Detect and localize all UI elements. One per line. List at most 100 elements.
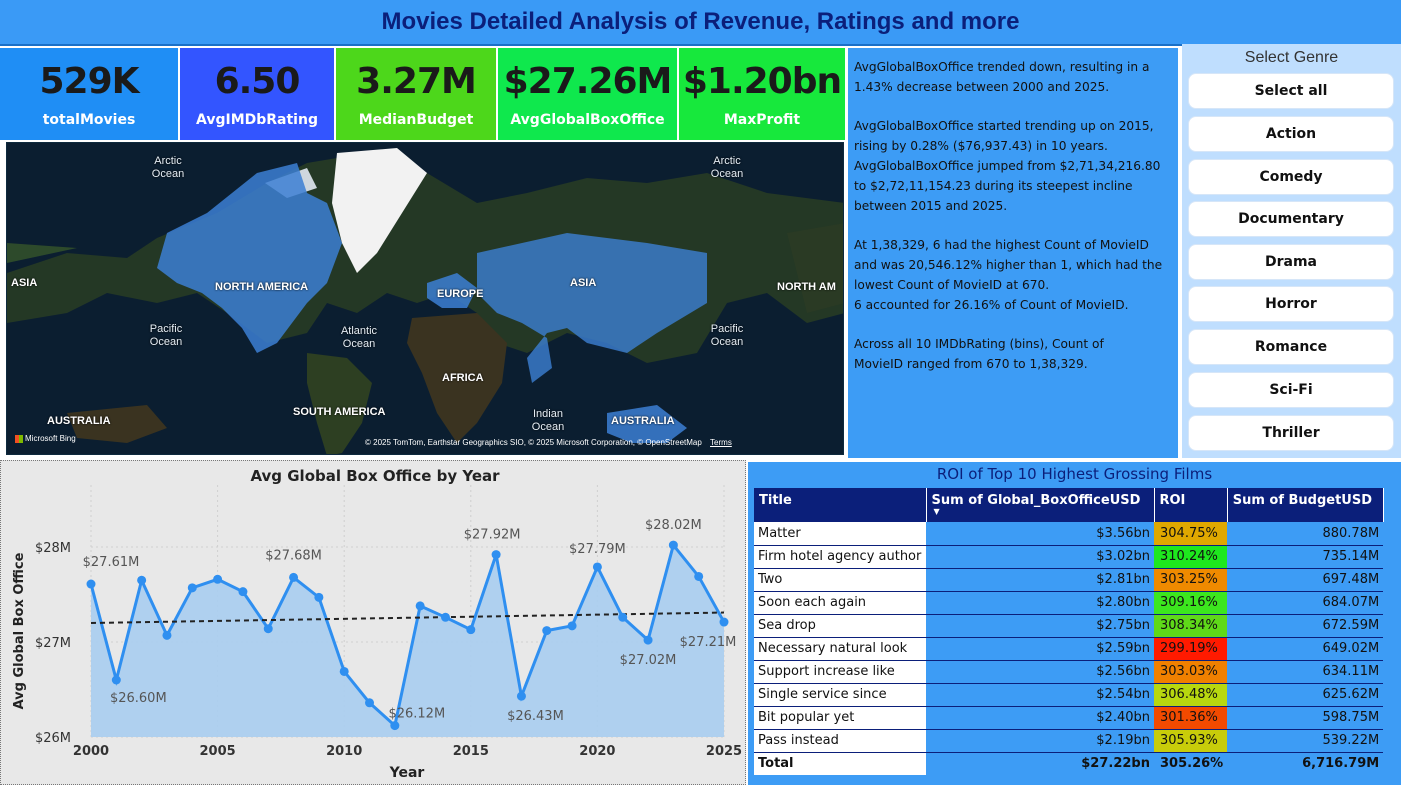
genre-option-romance[interactable]: Romance	[1188, 329, 1394, 365]
data-point	[365, 698, 375, 708]
table-row[interactable]: Single service since $2.54bn 306.48% 625.62…	[754, 683, 1384, 707]
cell-budget: 598.75M	[1227, 706, 1384, 730]
table-row[interactable]: Bit popular yet $2.40bn 301.36% 598.75M	[754, 706, 1384, 730]
narrative-line: AvgGlobalBoxOffice trended down, resulti…	[854, 60, 1150, 74]
data-point	[415, 601, 425, 611]
map-label-south-america: SOUTH AMERICA	[293, 406, 386, 418]
genre-option-sci-fi[interactable]: Sci-Fi	[1188, 372, 1394, 408]
data-label: $26.12M	[388, 707, 445, 722]
cell-box-office: $2.80bn	[926, 591, 1154, 615]
cell-budget: 880.78M	[1227, 522, 1384, 546]
cell-total-box-office: $27.22bn	[1081, 756, 1150, 772]
map-label-indian-ocean: Indian Ocean	[531, 408, 565, 433]
table-row[interactable]: Soon each again $2.80bn 309.16% 684.07M	[754, 591, 1384, 615]
map-label-australia-left: AUSTRALIA	[47, 415, 111, 427]
x-tick-label: 2010	[326, 744, 362, 759]
kpi-total-movies[interactable]: 529K totalMovies	[0, 48, 178, 140]
table-row[interactable]: Two $2.81bn 303.25% 697.48M	[754, 568, 1384, 592]
genre-option-horror[interactable]: Horror	[1188, 286, 1394, 322]
cell-roi: 303.03%	[1154, 660, 1228, 684]
attribution-text: © 2025 TomTom, Earthstar Geographics SIO…	[365, 438, 702, 447]
data-point	[542, 626, 552, 636]
data-point	[238, 587, 248, 597]
cell-roi: 299.19%	[1154, 637, 1228, 661]
cell-total-label: Total	[754, 752, 926, 775]
narrative-line: to $2,72,11,154.23 during its steepest i…	[854, 179, 1133, 193]
table-row[interactable]: Sea drop $2.75bn 308.34% 672.59M	[754, 614, 1384, 638]
kpi-value: 529K	[39, 61, 139, 102]
cell-title: Two	[754, 568, 926, 592]
narrative-line: At 1,38,329, 6 had the highest Count of …	[854, 238, 1149, 252]
col-header-box-office[interactable]: Sum of Global_BoxOfficeUSD ▼	[926, 488, 1155, 522]
map-label-asia: ASIA	[570, 277, 597, 289]
area-fill	[91, 545, 724, 737]
map-canvas	[7, 143, 843, 454]
cell-box-office: $2.19bn	[926, 729, 1154, 753]
data-label: $27.02M	[620, 653, 677, 668]
world-map[interactable]: Arctic Ocean Arctic Ocean ASIA NORTH AME…	[6, 142, 844, 455]
trend-line	[90, 611, 725, 624]
data-point	[618, 612, 628, 622]
kpi-value: 6.50	[214, 61, 301, 102]
narrative-line: 6 accounted for 26.16% of Count of Movie…	[854, 298, 1129, 312]
table-row[interactable]: Firm hotel agency author $3.02bn 310.24% 73…	[754, 545, 1384, 569]
cell-box-office: $2.54bn	[926, 683, 1154, 707]
cell-total-roi: 305.26%	[1160, 756, 1224, 772]
x-axis-title: Year	[389, 765, 425, 781]
genre-option-action[interactable]: Action	[1188, 116, 1394, 152]
map-label-europe: EUROPE	[437, 288, 484, 300]
genre-option-thriller[interactable]: Thriller	[1188, 415, 1394, 451]
cell-roi: 310.24%	[1154, 545, 1228, 569]
table-row[interactable]: Support increase like $2.56bn 303.03% 634.1…	[754, 660, 1384, 684]
col-header-roi[interactable]: ROI	[1154, 488, 1228, 522]
data-label: $27.92M	[464, 528, 521, 543]
col-header-title[interactable]: Title	[754, 488, 927, 522]
map-label-north-am-right: NORTH AM	[777, 281, 836, 293]
cell-roi: 306.48%	[1154, 683, 1228, 707]
chart-title: Avg Global Box Office by Year	[250, 467, 500, 485]
data-point	[289, 572, 299, 582]
page-title: Movies Detailed Analysis of Revenue, Rat…	[381, 8, 1020, 35]
narrative-paragraph-1: AvgGlobalBoxOffice trended down, resulti…	[854, 57, 1172, 97]
narrative-line: between 2015 and 2025.	[854, 199, 1008, 213]
genre-option-select-all[interactable]: Select all	[1188, 73, 1394, 109]
avg-box-office-chart[interactable]: $27.61M $26.60M $27.68M $26.12M $27.92M $26.4…	[0, 460, 746, 785]
x-tick-label: 2020	[579, 744, 615, 759]
genre-option-documentary[interactable]: Documentary	[1188, 201, 1394, 237]
data-point	[111, 675, 121, 685]
cell-title: Soon each again	[754, 591, 926, 615]
kpi-label: totalMovies	[42, 112, 136, 128]
bing-brand: Microsoft Bing	[25, 434, 76, 443]
terms-link[interactable]: Terms	[710, 438, 732, 447]
data-point	[187, 583, 197, 593]
col-header-box-office-label: Sum of Global_BoxOfficeUSD	[931, 493, 1141, 508]
genre-option-comedy[interactable]: Comedy	[1188, 159, 1394, 195]
kpi-median-budget[interactable]: 3.27M MedianBudget	[336, 48, 496, 140]
table-row[interactable]: Matter $3.56bn 304.75% 880.78M	[754, 522, 1384, 546]
narrative-paragraph-2: AvgGlobalBoxOffice started trending up o…	[854, 116, 1172, 216]
y-tick-label: $27M	[35, 636, 71, 651]
table-row[interactable]: Necessary natural look $2.59bn 299.19% 649.…	[754, 637, 1384, 661]
kpi-avg-global-box-office[interactable]: $27.26M AvgGlobalBoxOffice	[498, 48, 677, 140]
narrative-line: lowest Count of MovieID at 670.	[854, 278, 1050, 292]
cell-title: Bit popular yet	[754, 706, 926, 730]
map-label-australia-right: AUSTRALIA	[611, 415, 675, 427]
x-tick-label: 2015	[453, 744, 489, 759]
data-point	[694, 571, 704, 581]
kpi-max-profit[interactable]: $1.20bn MaxProfit	[679, 48, 845, 140]
kpi-label: MaxProfit	[723, 112, 801, 128]
col-header-budget[interactable]: Sum of BudgetUSD	[1227, 488, 1384, 522]
genre-option-drama[interactable]: Drama	[1188, 244, 1394, 280]
narrative-line: AvgGlobalBoxOffice jumped from $2,71,34,…	[854, 159, 1161, 173]
cell-budget: 649.02M	[1227, 637, 1384, 661]
genre-slicer: Select Genre Select all Action Comedy Do…	[1182, 44, 1401, 458]
cell-box-office: $2.59bn	[926, 637, 1154, 661]
cell-box-office: $2.81bn	[926, 568, 1154, 592]
cell-budget: 634.11M	[1227, 660, 1384, 684]
map-label-arctic-right: Arctic Ocean	[710, 155, 744, 180]
table-row[interactable]: Pass instead $2.19bn 305.93% 539.22M	[754, 729, 1384, 753]
cell-roi: 303.25%	[1154, 568, 1228, 592]
table-total-row: Total $27.22bn 305.26% 6,716.79M	[754, 752, 1383, 775]
cell-budget: 735.14M	[1227, 545, 1384, 569]
kpi-avg-imdb-rating[interactable]: 6.50 AvgIMDbRating	[180, 48, 334, 140]
